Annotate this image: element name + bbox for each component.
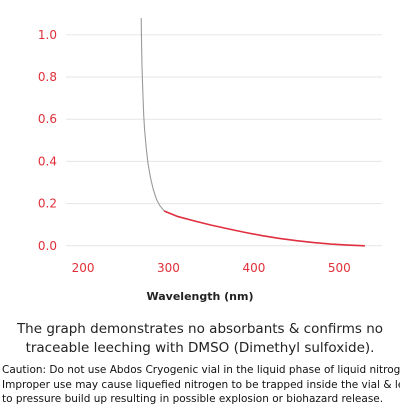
caution-line: to pressure build up resulting in possib… xyxy=(2,393,384,405)
x-axis-tick-labels: 200 300 400 500 xyxy=(72,261,351,275)
chart-gridlines xyxy=(66,34,382,247)
x-tick-label: 300 xyxy=(157,261,180,275)
y-tick-label: 0.8 xyxy=(38,70,57,84)
y-tick-label: 0.4 xyxy=(38,154,57,168)
caution-line: Improper use may cause liquefied nitroge… xyxy=(2,378,400,391)
series-line-gray xyxy=(140,17,165,212)
y-tick-label: 1.0 xyxy=(38,28,57,42)
x-tick-label: 400 xyxy=(242,261,265,275)
y-tick-label: 0.0 xyxy=(38,239,57,253)
x-tick-label: 200 xyxy=(72,261,95,275)
chart-caption: The graph demonstrates no absorbants & c… xyxy=(16,321,384,356)
y-tick-label: 0.6 xyxy=(38,112,57,126)
x-tick-label: 500 xyxy=(328,261,351,275)
caution-line: Caution: Do not use Abdos Cryogenic vial… xyxy=(2,364,400,376)
y-axis-tick-labels: 0.0 0.2 0.4 0.6 0.8 1.0 xyxy=(38,28,57,253)
absorbance-chart: 0.0 0.2 0.4 0.6 0.8 1.0 200 300 400 500 xyxy=(38,17,382,275)
series-line-red xyxy=(163,210,365,247)
x-axis-title: Wavelength (nm) xyxy=(146,290,254,303)
chart-series xyxy=(140,17,365,247)
y-tick-label: 0.2 xyxy=(38,197,57,211)
